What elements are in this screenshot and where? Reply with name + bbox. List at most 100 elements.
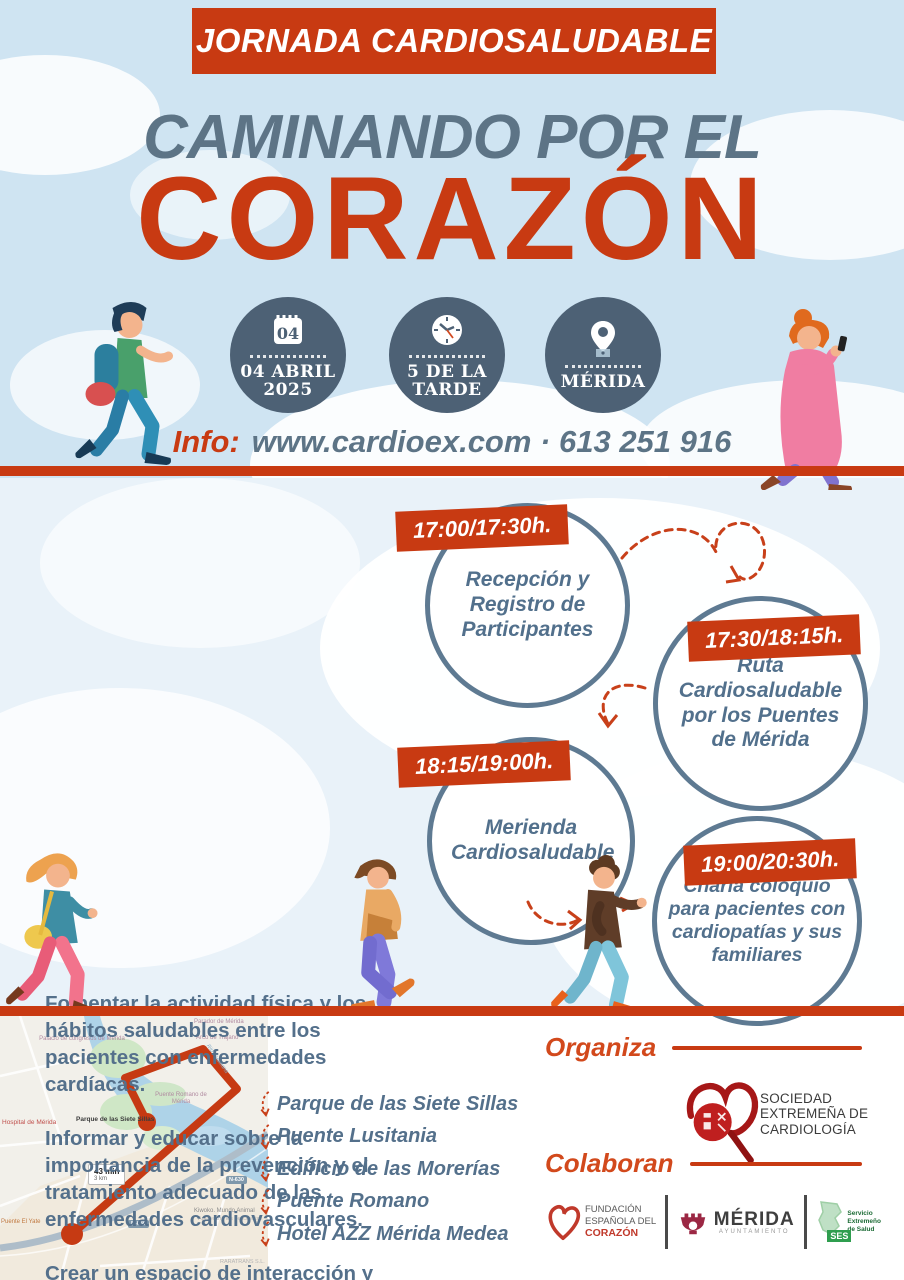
time-line2: TARDE [412,380,482,400]
walk-distance: 3 km [94,1176,108,1182]
route-stop: Puente Romano [258,1186,518,1219]
time-badge: 5 DE LA TARDE [389,297,505,413]
map-road-badge: N-630 [226,1176,247,1184]
map-label-kiwoko-sub: Aprovecha los descuentos [198,1216,263,1222]
schedule-step-1-title: Recepción y Registro de Participantes [461,568,594,641]
dotted-divider [565,365,641,369]
route-stop-label: Puente Lusitania [277,1125,438,1148]
map-label-palacio: Palacio de congresos de Mérida [39,1036,125,1042]
svg-text:04: 04 [277,324,299,343]
fec-logo-text: FUNDACIÓN ESPAÑOLA DEL CORAZÓN [585,1204,656,1239]
program-section: Fomentar la actividad física y los hábit… [0,478,904,1280]
cloud-shape [690,110,904,260]
ses-line: Extremeño [847,1217,881,1225]
dotted-divider [250,355,326,359]
sec-name-line: SOCIEDAD [760,1090,833,1106]
map-label-puente-romano: Puente Romano de Mérida [155,1092,207,1105]
route-stop-label: Edificio de las Morerías [277,1157,501,1180]
schedule-step-4-time: 19:00/20:30h. [683,838,857,886]
walking-hiker-illustration [75,302,173,465]
castle-icon [680,1213,706,1235]
dashed-hook-arrow-icon [260,1123,270,1150]
ses-logo-text: Servicio Extremeño de Salud [847,1210,881,1234]
route-stop: Hotel AZZ Mérida Medea [258,1218,518,1251]
fec-line: FUNDACIÓN [585,1204,642,1216]
event-banner: JORNADA CARDIOSALUDABLE [192,8,716,74]
heart-outline-icon [548,1205,581,1240]
date-line2: 2025 [263,380,313,400]
sec-logo-text: SOCIEDAD EXTREMEÑA DE CARDIOLOGÍA [760,1091,868,1138]
info-label: Info: [172,424,240,459]
ses-line: de Salud [847,1226,875,1234]
sec-name-line: CARDIOLOGÍA [760,1121,856,1137]
schedule-step-2-time: 17:30/18:15h. [687,614,861,662]
red-rule [689,1161,862,1166]
map-label-parador: Parador de Mérida [194,1019,244,1025]
ses-logo: SES Servicio Extremeño de Salud [815,1200,881,1244]
time-line1: 5 DE LA [406,362,487,383]
walking-man-jacket-illustration [551,854,647,1015]
route-stop: Parque de las Siete Sillas [258,1088,518,1121]
route-stop: Puente Lusitania [258,1121,518,1154]
merida-name: MÉRIDA [713,1208,795,1230]
date-line1: 04 ABRIL [240,362,336,383]
map-label-raratrans: RARATRANS S.L. [220,1259,265,1265]
organiza-header: Organiza [545,1032,862,1063]
map-label-parque: Parque de las Siete Sillas [76,1116,155,1123]
walking-woman-phone-illustration [760,309,852,490]
schedule-step-1-time: 17:00/17:30h. [395,504,569,552]
banner-text: JORNADA CARDIOSALUDABLE [195,22,713,59]
location-pin-icon [591,321,615,358]
place-line1: MÉRIDA [560,372,646,393]
calendar-icon: 04 [274,315,302,345]
schedule-step-3-title: Merienda Cardiosaludable [451,816,615,864]
objective-item: Crear un espacio de interacción y apoyo … [45,1262,374,1280]
dashed-hook-arrow-icon [260,1188,270,1215]
schedule-step-2-title: Ruta Cardiosaludable por los Puentes de … [678,653,843,752]
merida-logo-text: MÉRIDA AYUNTAMIENTO [714,1210,795,1235]
map-road-badge: N-630 [128,1220,149,1228]
map-label-hospital: Hospital de Mérida [2,1119,57,1126]
red-divider-bottom [0,1006,904,1016]
schedule-step-3-time: 18:15/19:00h. [397,740,571,788]
objective-item: Informar y educar sobre la importancia d… [45,1127,369,1232]
map-walk-time-badge: 43 min 3 km [88,1164,126,1185]
fec-line: ESPAÑOLA DEL [585,1215,657,1227]
heart-cardiology-logo-icon [686,1082,759,1162]
route-stop-label: Puente Romano [277,1190,430,1213]
cloud-shape [130,150,290,240]
colaboran-title: Colaboran [545,1148,674,1178]
fec-logo: FUNDACIÓN ESPAÑOLA DEL CORAZÓN [545,1201,656,1243]
route-stop: Edificio de las Morerías [258,1153,518,1186]
dashed-hook-arrow-icon [260,1221,270,1248]
sky-section: JORNADA CARDIOSALUDABLE CAMINANDO POR EL… [0,0,904,550]
dotted-divider [409,355,485,359]
merida-subtitle: AYUNTAMIENTO [718,1228,790,1235]
map-label-kiwoko: Kiwoko. Mundo Animal [194,1208,255,1214]
vertical-separator [664,1195,668,1249]
cloud-shape [40,478,360,648]
colaboran-header: Colaboran [545,1148,862,1179]
walk-time: 43 min [94,1167,120,1176]
walking-woman-bag-illustration [6,853,98,1015]
organiza-title: Organiza [545,1032,657,1062]
place-badge: MÉRIDA [545,297,661,413]
footer-section: Palacio de congresos de Mérida Parador d… [0,1016,904,1280]
route-stop-label: Parque de las Siete Sillas [277,1092,519,1115]
merida-logo: MÉRIDA AYUNTAMIENTO [677,1207,795,1237]
poster-title-line2: CORAZÓN [136,153,768,285]
ses-abbr: SES [827,1230,852,1242]
route-stop-label: Hotel AZZ Mérida Medea [277,1222,509,1245]
map-label-arco: Arco de Trajano [196,1035,239,1041]
map-label-puente-yate: Puente El Yate [1,1219,41,1225]
dashed-hook-arrow-icon [260,1156,270,1183]
vertical-separator [803,1195,807,1249]
info-contact: www.cardioex.com · 613 251 916 [251,424,732,459]
sec-name-line: EXTREMEÑA DE [760,1106,869,1122]
schedule-step-4-title: Charla coloquio para pacientes con cardi… [668,875,846,966]
fec-line: CORAZÓN [585,1227,639,1240]
walking-man-tan-illustration [350,859,415,1013]
route-map: Palacio de congresos de Mérida Parador d… [0,1016,268,1280]
sec-logo: SOCIEDAD EXTREMEÑA DE CARDIOLOGÍA [678,1066,878,1162]
collaborator-logos: FUNDACIÓN ESPAÑOLA DEL CORAZÓN MÉRIDA AY… [545,1182,881,1262]
